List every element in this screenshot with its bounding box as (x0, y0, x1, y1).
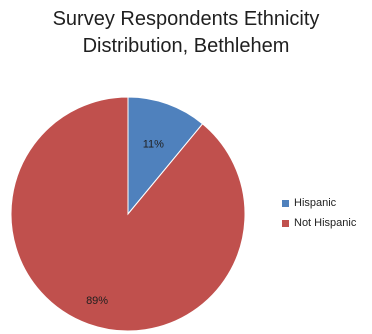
legend-swatch-not-hispanic (282, 219, 289, 227)
legend-item-hispanic: Hispanic (282, 193, 356, 213)
pie-slice-not-hispanic (10, 96, 246, 332)
data-label-hispanic: 11% (143, 139, 164, 151)
legend-item-not-hispanic: Not Hispanic (282, 213, 356, 233)
chart-title: Survey Respondents Ethnicity Distributio… (0, 6, 372, 60)
chart-title-line-2: Distribution, Bethlehem (82, 35, 290, 57)
legend-label-not-hispanic: Not Hispanic (294, 217, 357, 229)
legend: Hispanic Not Hispanic (282, 193, 356, 233)
legend-swatch-hispanic (282, 199, 289, 207)
pie-slice-hispanic (127, 96, 204, 216)
chart-title-line-1: Survey Respondents Ethnicity (52, 8, 320, 30)
data-label-not-hispanic: 89% (86, 295, 108, 307)
legend-label-hispanic: Hispanic (294, 197, 337, 209)
